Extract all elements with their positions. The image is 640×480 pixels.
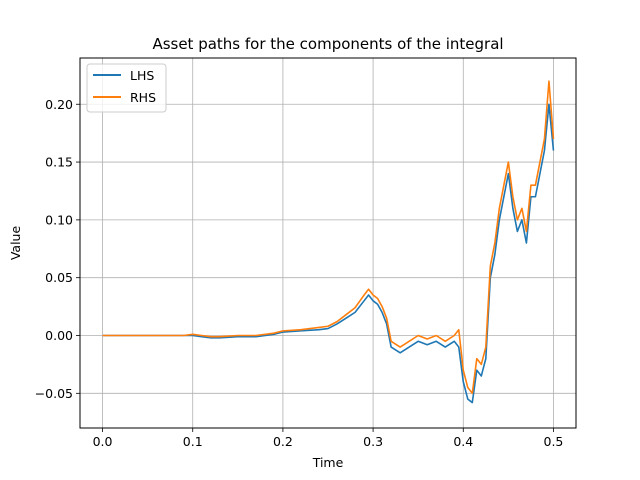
x-tick-label: 0.2 — [273, 434, 293, 449]
x-axis-label: Time — [312, 455, 344, 470]
y-tick-label: 0.15 — [45, 155, 73, 170]
x-tick-label: 0.0 — [93, 434, 113, 449]
x-tick-label: 0.1 — [183, 434, 203, 449]
plot-lines — [102, 80, 555, 404]
series-line-rhs — [102, 80, 555, 395]
legend-label-lhs: LHS — [130, 68, 154, 83]
x-axis-ticks: 0.0 0.1 0.2 0.3 0.4 0.5 — [93, 428, 564, 449]
y-tick-label: −0.05 — [35, 386, 73, 401]
chart-title: Asset paths for the components of the in… — [152, 35, 503, 53]
y-axis-label: Value — [8, 226, 23, 261]
x-tick-label: 0.3 — [363, 434, 383, 449]
x-tick-label: 0.5 — [544, 434, 564, 449]
y-tick-label: 0.20 — [45, 97, 73, 112]
y-axis-ticks: −0.05 0.00 0.05 0.10 0.15 0.20 — [35, 97, 80, 401]
plot-frame — [79, 57, 577, 429]
legend: LHS RHS — [86, 63, 167, 113]
legend-label-rhs: RHS — [130, 90, 156, 105]
y-tick-label: 0.00 — [45, 328, 73, 343]
series-line-lhs — [102, 103, 555, 404]
x-tick-label: 0.4 — [453, 434, 473, 449]
y-tick-label: 0.10 — [45, 212, 73, 227]
y-tick-label: 0.05 — [45, 270, 73, 285]
